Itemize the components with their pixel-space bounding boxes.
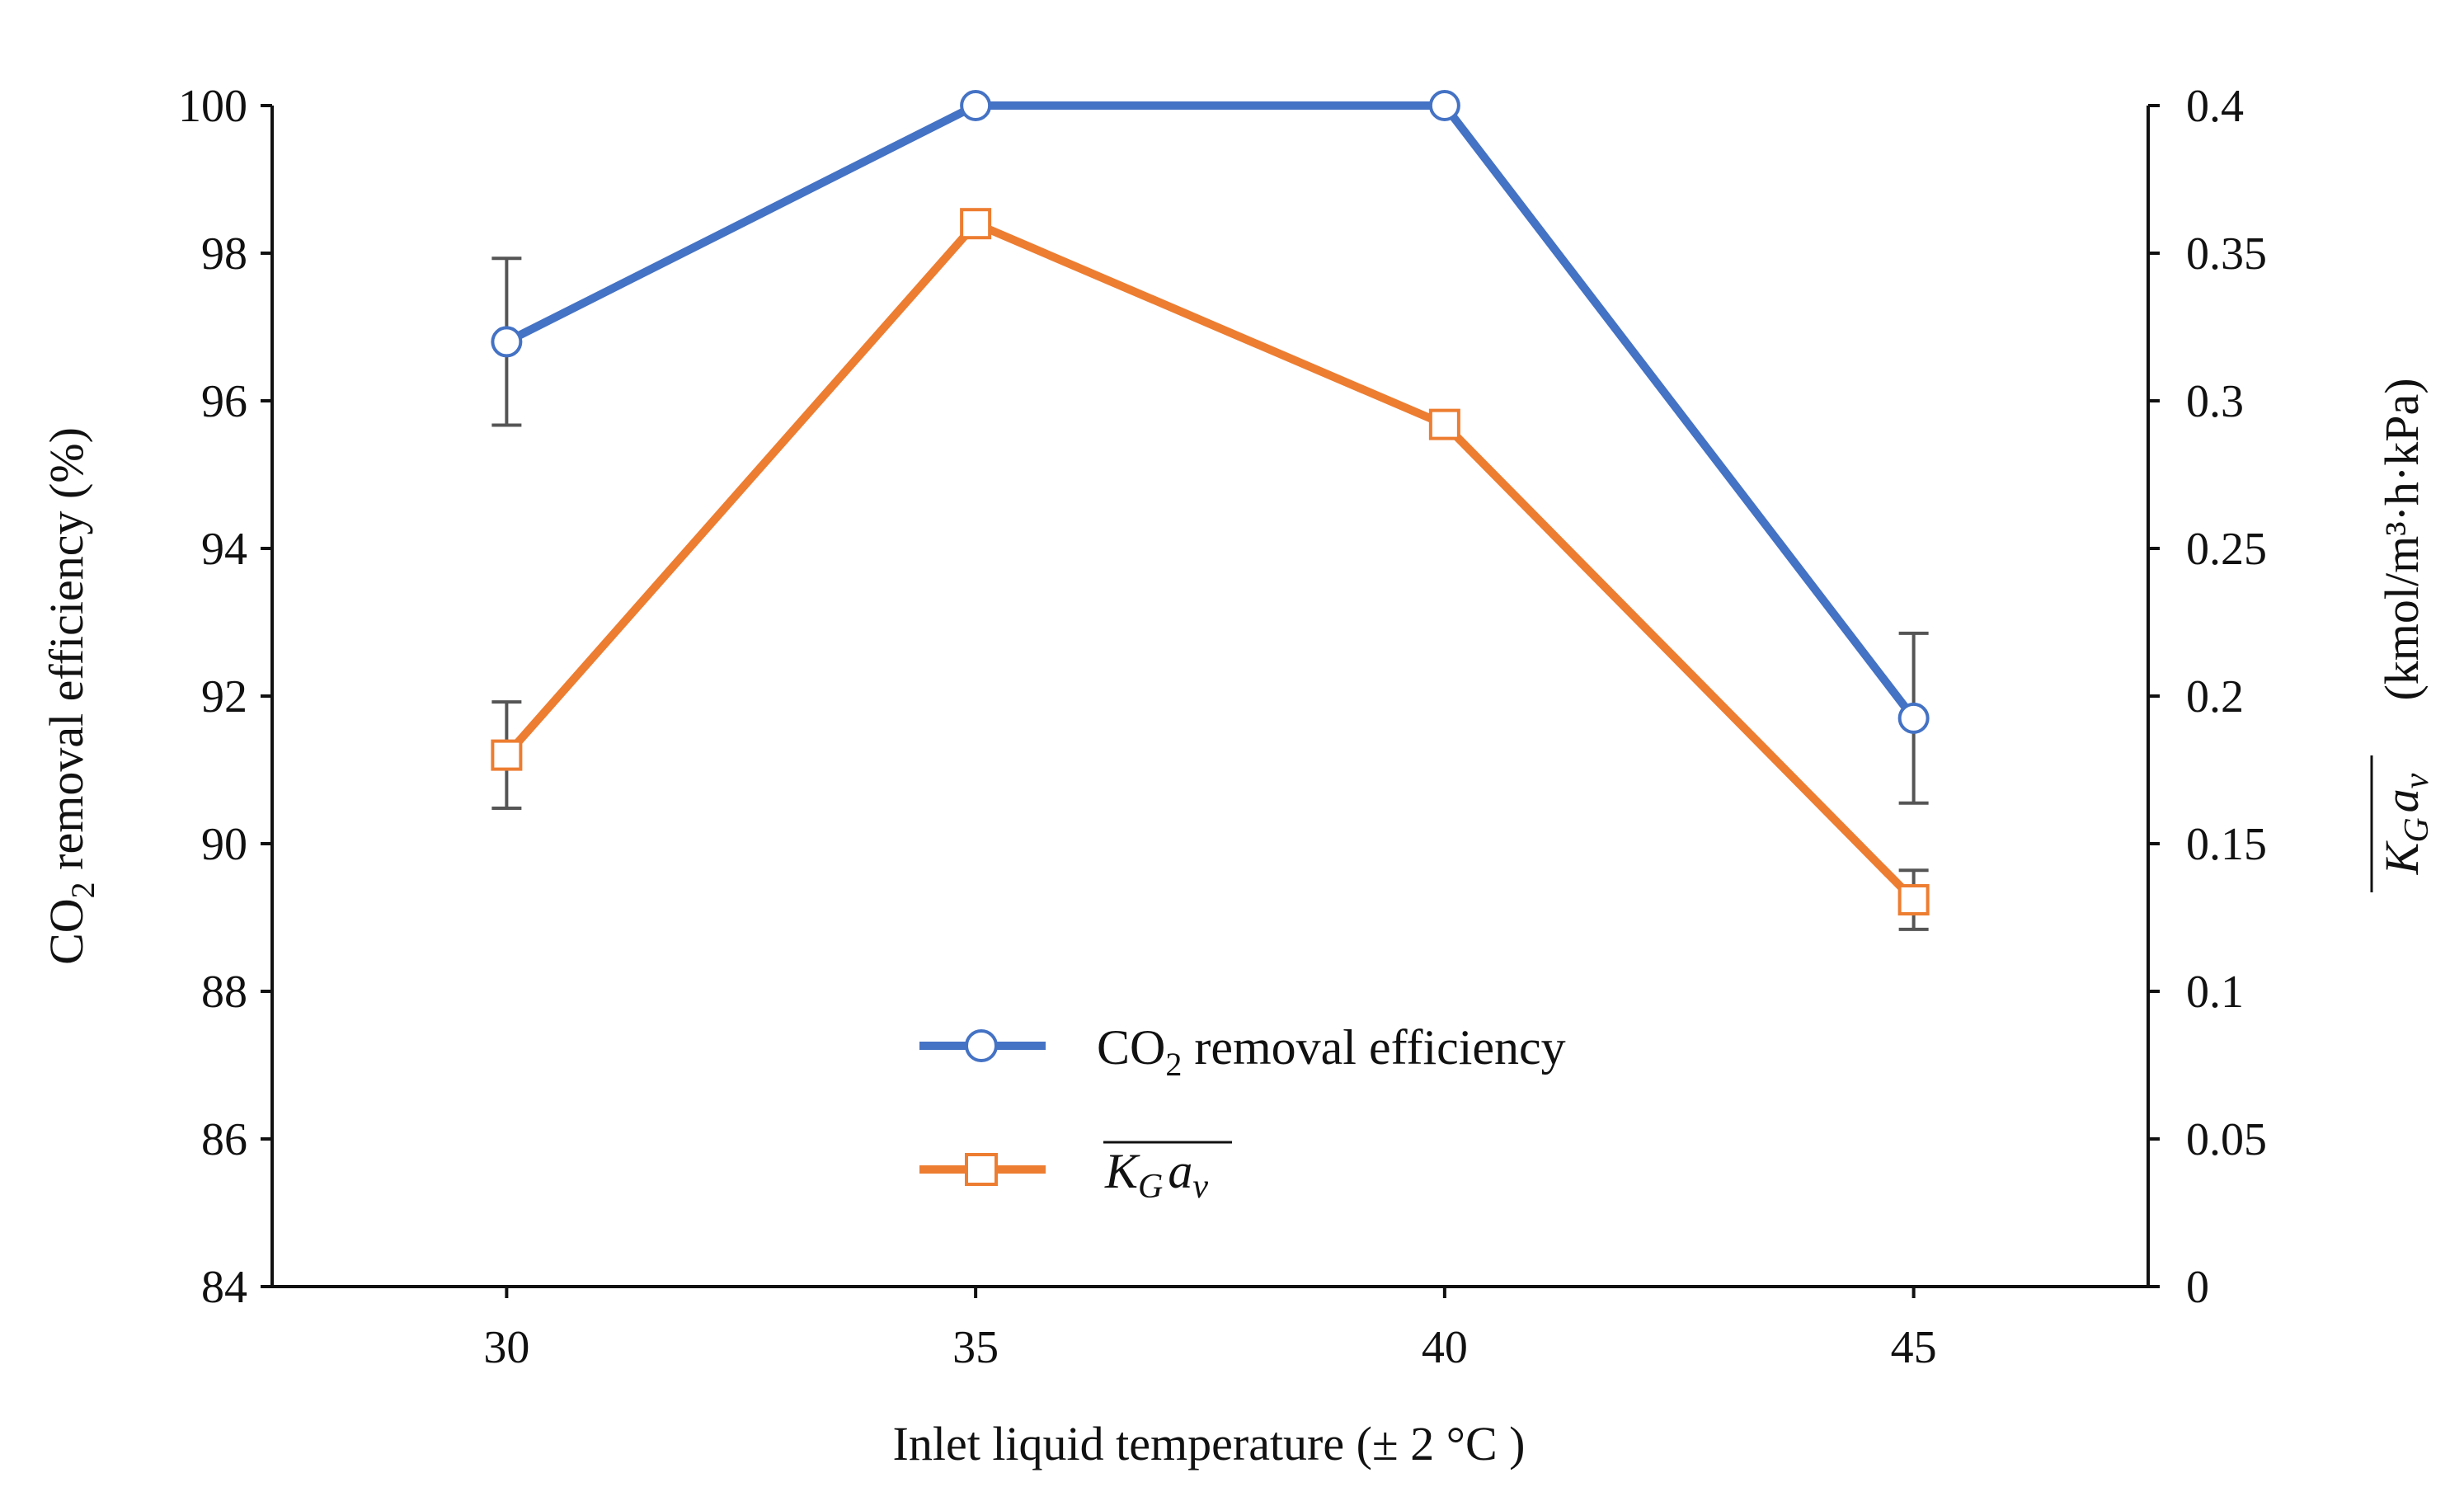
data-point-square	[960, 208, 992, 240]
data-point-circle	[960, 90, 992, 121]
left-tick-label: 86	[201, 1114, 247, 1165]
data-point-square	[1897, 884, 1930, 916]
x-ticks: 30 35 40 45	[483, 1287, 1937, 1373]
x-tick-label: 45	[1891, 1322, 1937, 1373]
left-tick-label: 98	[201, 228, 247, 280]
right-y-axis-title: KGav (kmol/m³·h·kPa)	[2370, 378, 2436, 892]
series-kga	[491, 208, 1930, 931]
left-tick-label: 88	[201, 967, 247, 1018]
right-tick-label: 0.15	[2186, 819, 2267, 870]
left-tick-label: 94	[201, 524, 247, 575]
legend-label-kga: KG av	[1104, 1144, 1208, 1206]
data-point-square	[491, 739, 523, 771]
right-tick-label: 0.05	[2186, 1114, 2267, 1165]
series-line	[505, 101, 1917, 721]
right-tick-label: 0	[2186, 1262, 2209, 1313]
left-y-axis-title: CO2 removal efficiency (%)	[40, 427, 101, 965]
left-tick-label: 96	[201, 376, 247, 427]
x-tick-label: 30	[483, 1322, 529, 1373]
left-tick-label: 84	[201, 1262, 247, 1313]
x-axis-title: Inlet liquid temperature (± 2 °C )	[893, 1417, 1526, 1470]
data-point-circle	[1897, 702, 1930, 734]
left-y-ticks: 84 86 88 90 92 94 96 98 100	[178, 81, 272, 1313]
legend-label-co2: CO2 removal efficiency	[1097, 1020, 1566, 1083]
data-point-square	[1428, 408, 1460, 440]
legend-marker-square	[965, 1153, 998, 1186]
x-tick-label: 40	[1422, 1322, 1468, 1373]
legend-marker-circle	[965, 1029, 998, 1062]
series-co2-removal-efficiency	[491, 90, 1930, 805]
left-tick-label: 90	[201, 819, 247, 870]
legend: CO2 removal efficiency KG av	[919, 1020, 1566, 1206]
series-line	[503, 219, 1917, 903]
left-tick-label: 100	[178, 81, 247, 132]
right-y-ticks: 0 0.05 0.1 0.15 0.2 0.25 0.3 0.35 0.4	[2148, 81, 2267, 1313]
svg-text:(kmol/m³·h·kPa): (kmol/m³·h·kPa)	[2375, 378, 2429, 700]
right-tick-label: 0.25	[2186, 524, 2267, 575]
data-point-circle	[1428, 90, 1460, 121]
left-tick-label: 92	[201, 671, 247, 722]
legend-item-co2: CO2 removal efficiency	[919, 1020, 1566, 1083]
x-tick-label: 35	[952, 1322, 999, 1373]
right-tick-label: 0.2	[2186, 671, 2244, 722]
svg-text:KGav: KGav	[2375, 773, 2436, 875]
right-tick-label: 0.35	[2186, 228, 2267, 280]
right-tick-label: 0.3	[2186, 376, 2244, 427]
legend-item-kga: KG av	[919, 1141, 1232, 1206]
right-tick-label: 0.4	[2186, 81, 2244, 132]
right-tick-label: 0.1	[2186, 967, 2244, 1018]
data-point-circle	[491, 326, 523, 358]
